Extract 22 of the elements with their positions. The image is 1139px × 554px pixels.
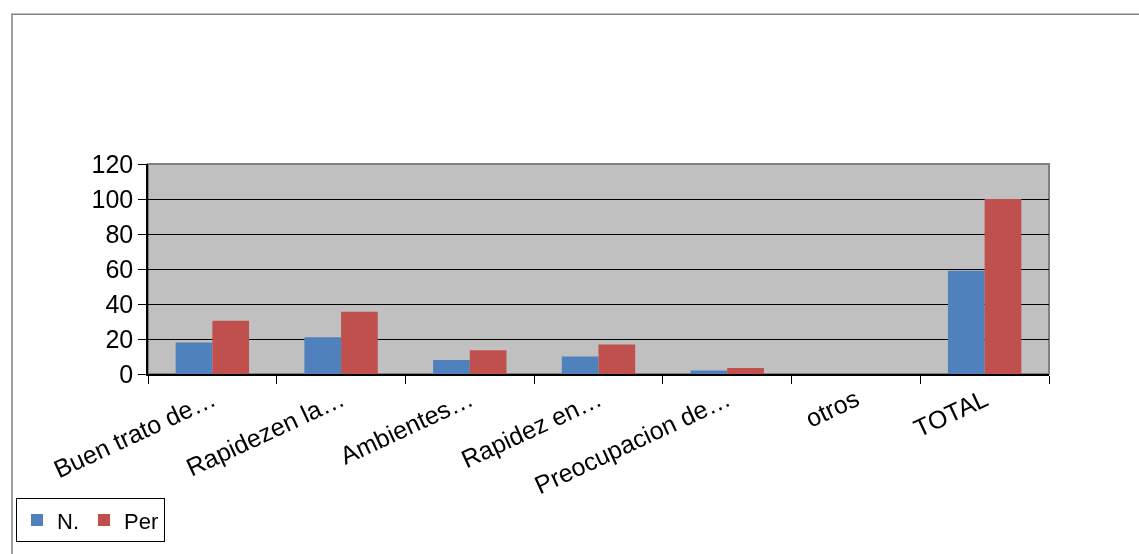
y-tick-label: 100 [91,184,134,213]
y-tick-label: 120 [91,149,134,178]
bar [947,270,985,374]
x-tick-label: TOTAL [909,383,993,443]
x-tick-label: otros [801,383,864,433]
legend-label: Per [124,508,159,534]
legend-label: N. [57,508,79,534]
bar [469,350,507,374]
bar [561,356,599,374]
y-tick-label: 60 [105,254,134,283]
y-tick-label: 40 [105,289,134,318]
bar [212,320,250,374]
bar [598,344,636,374]
y-tick-label: 80 [105,219,134,248]
bar [433,360,470,374]
bar [984,199,1022,374]
y-tick-label: 20 [105,324,134,353]
bar [341,311,378,374]
bar [175,342,213,374]
y-tick-label: 0 [119,359,134,388]
bar [727,368,764,374]
bar [304,337,342,374]
